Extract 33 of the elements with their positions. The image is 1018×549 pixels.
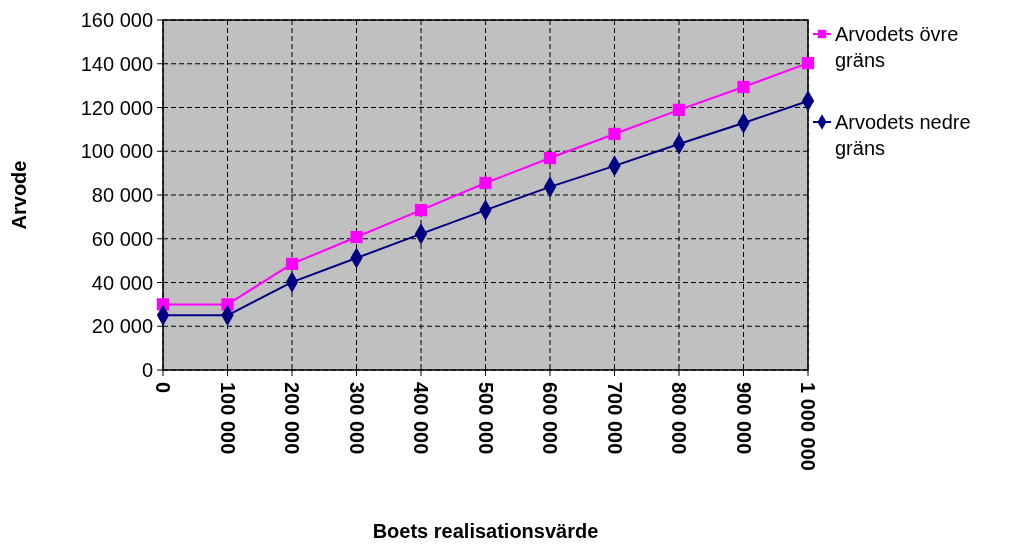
y-axis-title: Arvode [8,160,30,230]
x-axis-title: Boets realisationsvärde [372,520,599,542]
x-tick-label: 300 000 [345,382,368,455]
x-tick-label: 600 000 [539,382,561,455]
point [479,176,492,190]
point [350,230,363,244]
y-tick-label: 40 000 [91,271,153,294]
point [672,103,686,117]
y-tick-label: 60 000 [91,227,153,250]
legend-label: Arvodets nedre gräns [835,111,971,159]
point [737,80,750,94]
x-tick-label: 1 000 000 [797,382,819,471]
point [608,127,621,141]
x-tick-label: 500 000 [474,382,497,455]
x-tick-label: 700 000 [603,382,626,455]
y-tick-label: 20 000 [91,315,153,338]
point [414,203,428,217]
y-tick-label: 140 000 [80,52,153,75]
x-tick-label: 0 [152,382,174,394]
x-tick-label: 800 000 [668,382,690,455]
x-tick-label: 200 000 [281,382,303,455]
point [285,257,299,271]
x-tick-label: 900 000 [732,382,755,455]
y-tick-label: 80 000 [91,184,153,206]
point [801,56,815,70]
y-tick-label: 120 000 [80,96,153,119]
point [543,151,557,165]
y-tick-label: 160 000 [80,9,153,31]
y-tick-label: 0 [141,359,153,381]
y-tick-label: 100 000 [80,140,153,163]
x-tick-label: 100 000 [216,382,239,455]
x-tick-label: 400 000 [410,382,432,455]
legend-label: Arvodets övre gräns [835,23,959,71]
